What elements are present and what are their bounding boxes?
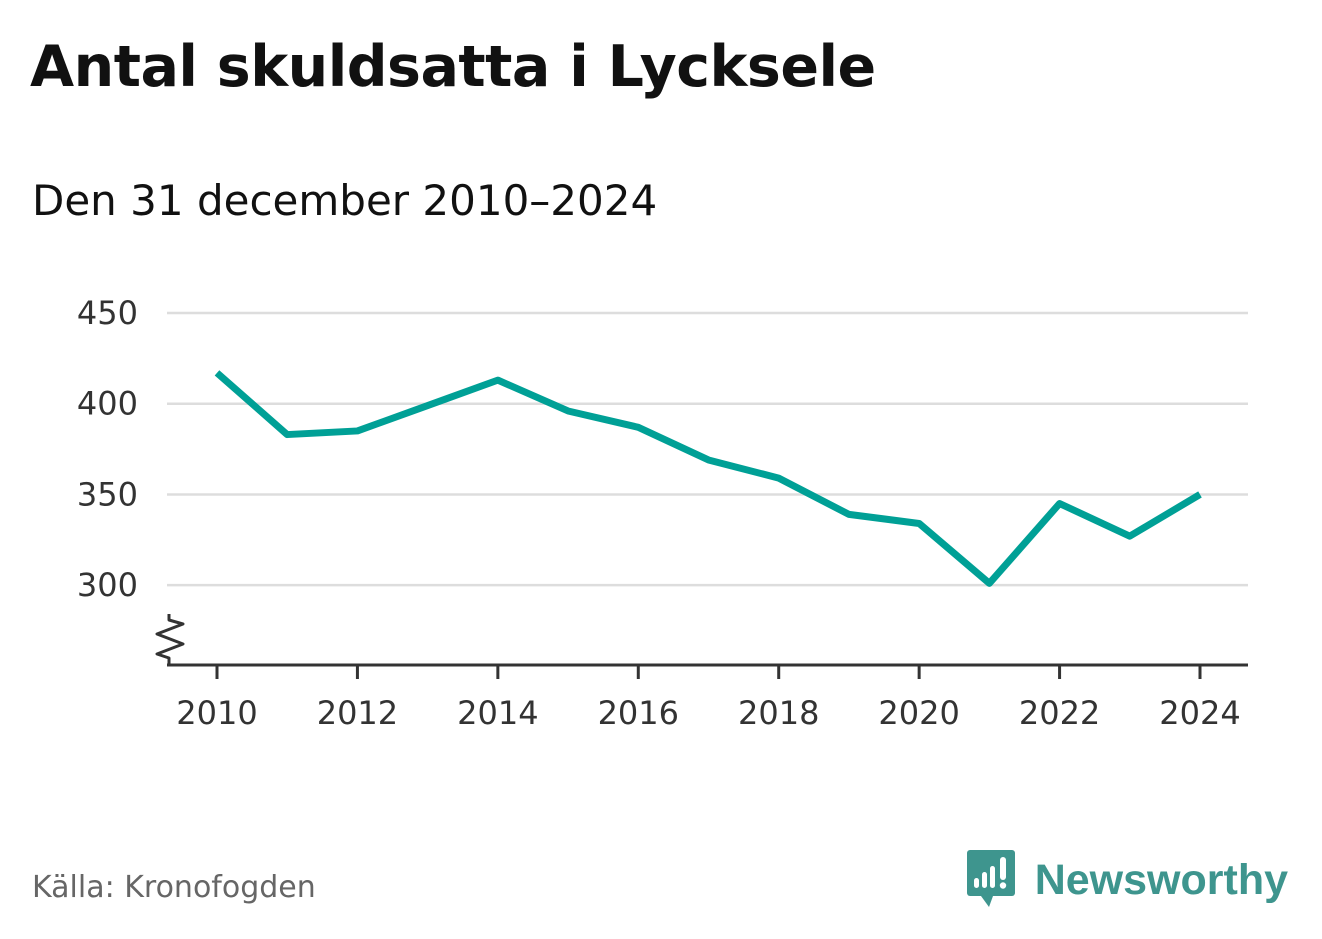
line-chart: 300 350 400 450 2010 2012 2014 2016 2018 2020 202… [77,294,1248,732]
y-tick-label: 400 [77,385,138,423]
x-axis: 2010 2012 2014 2016 2018 2020 2022 2024 [155,614,1248,732]
series [214,370,1202,587]
y-tick-label: 300 [77,566,138,604]
y-tick-label: 450 [77,294,138,332]
newsworthy-icon [966,850,1015,907]
gridlines [167,311,1248,587]
brand-name: Newsworthy [1034,855,1288,904]
y-tick-label: 350 [77,475,138,513]
chart-title: Antal skuldsatta i Lycksele [30,34,876,100]
axis-break-icon [155,614,185,666]
x-tick-label: 2024 [1159,694,1240,732]
x-tick-label: 2018 [738,694,819,732]
y-axis-ticks: 300 350 400 450 [77,294,138,604]
x-tick-label: 2014 [457,694,538,732]
source-note: Källa: Kronofogden [32,870,316,905]
x-tick-label: 2010 [176,694,257,732]
chart-subtitle: Den 31 december 2010–2024 [32,176,658,225]
brand-logo: Newsworthy [966,850,1288,910]
x-tick-label: 2020 [878,694,959,732]
x-tick-label: 2016 [598,694,679,732]
x-tick-label: 2022 [1019,694,1100,732]
x-tick-label: 2012 [317,694,398,732]
series-line [214,370,1202,587]
